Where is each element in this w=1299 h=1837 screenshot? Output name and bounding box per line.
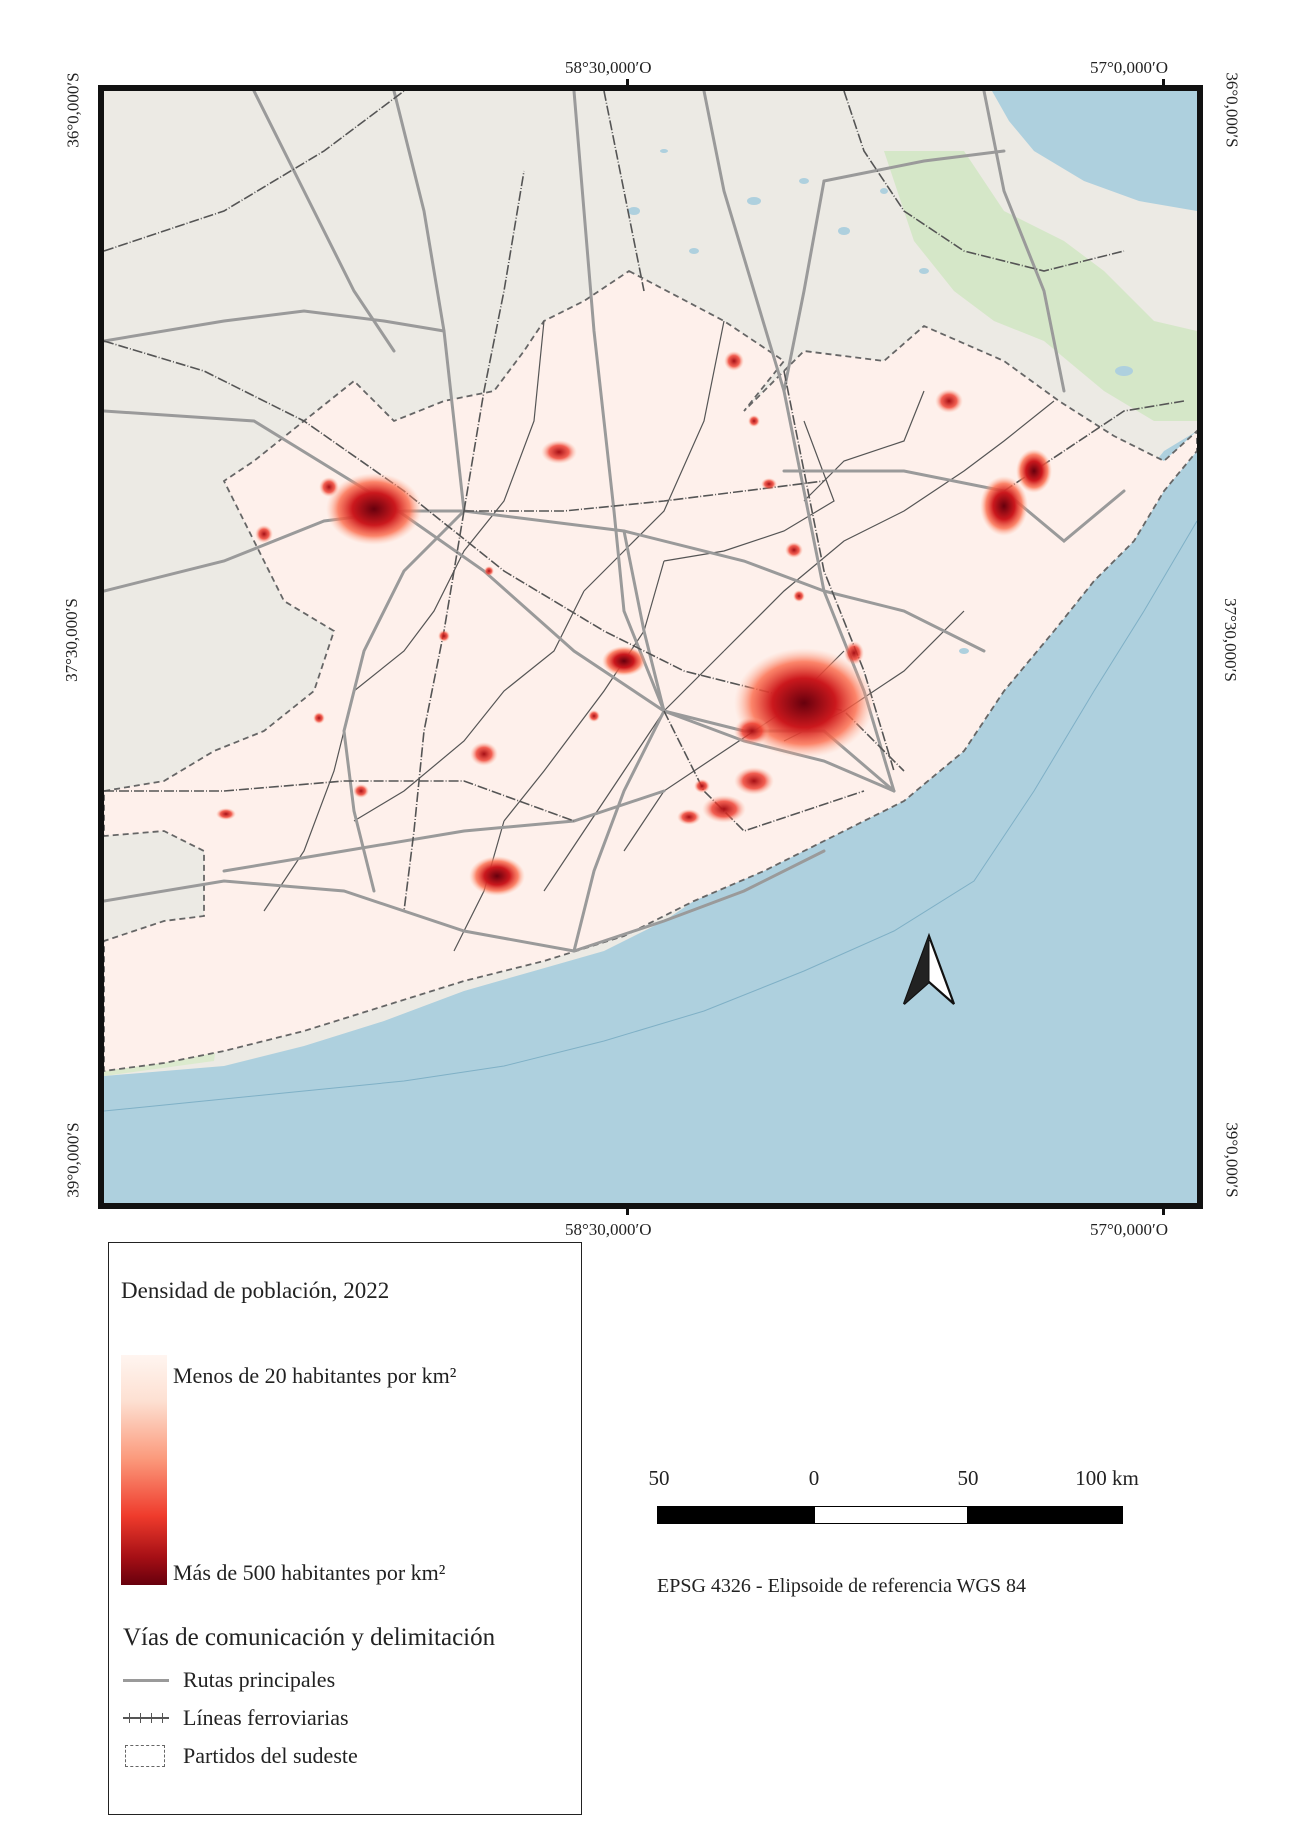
legend-box: Densidad de población, 2022 Menos de 20 … [108, 1242, 582, 1815]
legend-item-districts: Partidos del sudeste [123, 1739, 358, 1773]
map-canvas[interactable] [104, 91, 1197, 1203]
legend-roads-label: Rutas principales [183, 1667, 336, 1692]
scale-bar: 50 0 50 100 km [649, 1466, 1139, 1566]
study-area [104, 269, 1197, 1072]
coord-right-lat-3: 39°0,000′S [1222, 1122, 1242, 1198]
coord-bottom-lon-2: 57°0,000′O [1090, 1220, 1169, 1239]
legend-title: Densidad de población, 2022 [121, 1278, 390, 1303]
scale-segment [968, 1506, 1123, 1524]
legend-section-title: Vías de comunicación y delimitación [123, 1624, 496, 1651]
legend-item-roads: Rutas principales [123, 1663, 335, 1697]
density-color-ramp [121, 1355, 167, 1585]
coord-top-lon-2: 57°0,000′O [1090, 58, 1169, 77]
coastline [104, 520, 1197, 1112]
scale-segment [814, 1506, 968, 1524]
legend-districts-label: Partidos del sudeste [183, 1743, 358, 1768]
map-frame[interactable] [98, 85, 1203, 1209]
scale-segment [657, 1506, 814, 1524]
ramp-high-label: Más de 500 habitantes por km² [173, 1560, 446, 1585]
scale-label: 50 [957, 1466, 979, 1490]
frame-tick [626, 79, 629, 87]
north-arrow-icon [902, 932, 956, 1005]
scale-label: 50 [648, 1466, 670, 1490]
frame-tick [1162, 1207, 1165, 1215]
coord-bottom-lon-1: 58°30,000′O [565, 1220, 652, 1239]
coord-right-lat-1: 36°0,000′S [1222, 72, 1242, 148]
crs-label: EPSG 4326 - Elipsoide de referencia WGS … [657, 1575, 1026, 1597]
coord-top-lon-1: 58°30,000′O [565, 58, 652, 77]
road-line-icon [123, 1668, 169, 1692]
lakes [628, 149, 1133, 654]
scale-label: 100 km [1075, 1466, 1139, 1490]
frame-tick [1162, 79, 1165, 87]
ramp-low-label: Menos de 20 habitantes por km² [173, 1363, 457, 1388]
coord-right-lat-2: 37°30,000′S [1220, 598, 1240, 682]
scale-label: 0 [808, 1466, 820, 1490]
legend-rail-label: Líneas ferroviarias [183, 1705, 349, 1730]
coord-left-lat-1: 36°0,000′S [63, 72, 83, 148]
coord-left-lat-3: 39°0,000′S [63, 1122, 83, 1198]
rail-line-icon [123, 1706, 169, 1730]
coord-left-lat-2: 37°30,000′S [61, 598, 81, 682]
legend-item-rail: Líneas ferroviarias [123, 1701, 349, 1735]
frame-tick [626, 1207, 629, 1215]
density-hotspots [216, 351, 1052, 896]
district-boundary-icon [123, 1744, 169, 1768]
